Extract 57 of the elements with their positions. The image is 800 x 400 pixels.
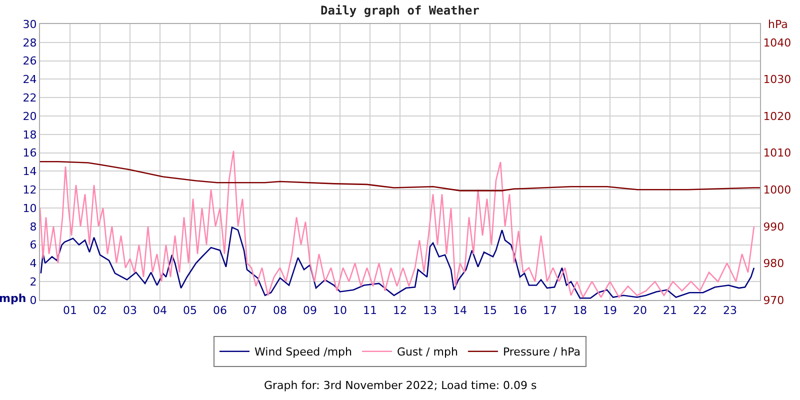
y-tick-label: 18 — [22, 128, 37, 142]
y-tick-label: 4 — [30, 257, 37, 270]
x-tick-label: 13 — [423, 304, 437, 318]
x-tick-label: 11 — [363, 304, 377, 318]
y-tick-label: 12 — [22, 183, 37, 196]
x-tick-label: 09 — [303, 304, 317, 318]
y-tick-label: 28 — [22, 36, 37, 50]
x-tick-label: 06 — [213, 304, 227, 318]
y2-tick-label: 1040 — [763, 36, 792, 50]
x-tick-label: 22 — [693, 304, 707, 318]
x-tick-label: 19 — [603, 304, 617, 318]
x-tick-label: 17 — [543, 304, 557, 318]
legend-label: Gust / mph — [397, 346, 458, 359]
x-tick-label: 18 — [573, 304, 587, 318]
x-tick-label: 20 — [633, 304, 647, 318]
y-tick-label: 0 — [30, 294, 37, 307]
x-tick-label: 05 — [183, 304, 197, 318]
x-tick-label: 07 — [243, 304, 257, 318]
x-tick-label: 14 — [453, 304, 467, 318]
y-tick-label: 20 — [22, 110, 37, 123]
line-series — [40, 226, 755, 299]
y-tick-label: 14 — [22, 165, 37, 178]
y2-tick-label: 980 — [763, 257, 784, 270]
line-series — [40, 150, 755, 298]
y-tick-label: 26 — [22, 54, 37, 68]
y2-tick-label: 1020 — [763, 110, 792, 123]
x-tick-label: 12 — [393, 304, 407, 318]
y-tick-label: 2 — [30, 275, 37, 288]
x-tick-label: 04 — [153, 304, 167, 318]
x-tick-label: 01 — [63, 304, 77, 318]
y-tick-label: 22 — [22, 91, 37, 104]
x-tick-label: 21 — [663, 304, 677, 318]
x-tick-label: 10 — [333, 304, 347, 318]
y2-tick-label: 970 — [763, 294, 784, 307]
x-tick-label: 15 — [483, 304, 497, 318]
y-tick-label: 30 — [22, 18, 37, 31]
y-tick-label: 10 — [22, 202, 37, 215]
y-tick-label: 16 — [22, 146, 37, 160]
legend-label: Wind Speed /mph — [254, 346, 352, 359]
y2-tick-label: 1000 — [763, 183, 792, 196]
y2-tick-label: 1030 — [763, 73, 792, 86]
x-tick-label: 08 — [273, 304, 287, 318]
y2-tick-label: 1010 — [763, 146, 792, 160]
legend-label: Pressure / hPa — [502, 346, 580, 359]
chart-title: Daily graph of Weather — [320, 3, 480, 18]
x-tick-label: 23 — [723, 304, 737, 318]
text: Graph for: 3rd November 2022; Load time: 0.09 s — [264, 379, 538, 392]
line-series — [40, 160, 760, 192]
y2-tick-label: 990 — [763, 220, 784, 234]
x-tick-label: 02 — [93, 304, 107, 318]
y-tick-label: 8 — [30, 220, 37, 234]
x-tick-label: 16 — [513, 304, 527, 318]
x-tick-label: 03 — [123, 304, 137, 318]
y-axis-title: mph — [0, 292, 26, 305]
y-tick-label: 24 — [22, 73, 37, 86]
y2-axis-title: hPa — [768, 18, 788, 31]
y-tick-label: 6 — [30, 238, 37, 252]
